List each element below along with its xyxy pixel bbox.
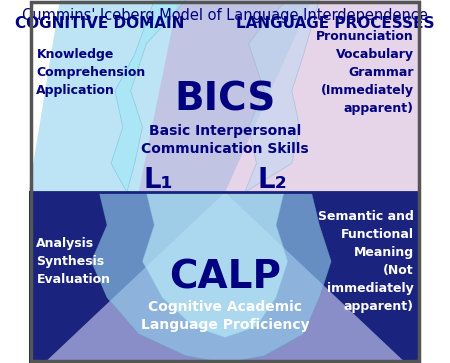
Polygon shape (143, 192, 288, 338)
Polygon shape (111, 0, 186, 192)
Polygon shape (245, 0, 320, 192)
Text: BICS: BICS (174, 81, 276, 119)
Polygon shape (139, 0, 422, 192)
Text: COGNITIVE DOMAIN: COGNITIVE DOMAIN (14, 16, 184, 31)
Text: Analysis
Synthesis
Evaluation: Analysis Synthesis Evaluation (36, 237, 110, 286)
Text: Cognitive Academic
Language Proficiency: Cognitive Academic Language Proficiency (141, 299, 309, 332)
Text: Knowledge
Comprehension
Application: Knowledge Comprehension Application (36, 48, 146, 97)
Text: L₂: L₂ (257, 166, 287, 194)
Polygon shape (44, 192, 406, 363)
Text: Basic Interpersonal
Communication Skills: Basic Interpersonal Communication Skills (141, 123, 309, 156)
Bar (28, 0, 422, 192)
Text: Pronunciation
Vocabulary
Grammar
(Immediately
apparent): Pronunciation Vocabulary Grammar (Immedi… (316, 30, 414, 115)
Text: Semantic and
Functional
Meaning
(Not
immediately
apparent): Semantic and Functional Meaning (Not imm… (318, 210, 414, 313)
Polygon shape (44, 192, 406, 363)
Text: L₁: L₁ (144, 166, 173, 194)
Text: CALP: CALP (169, 259, 281, 297)
Polygon shape (28, 0, 311, 192)
Text: Cummins' Iceberg Model of Language Interdependence: Cummins' Iceberg Model of Language Inter… (22, 8, 428, 23)
Bar (28, 192, 422, 363)
Text: LANGUAGE PROCESSES: LANGUAGE PROCESSES (236, 16, 434, 31)
Polygon shape (91, 192, 331, 363)
